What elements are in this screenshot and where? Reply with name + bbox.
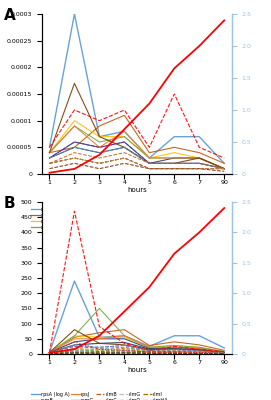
- Legend: rpsA (log A), rsmB, rsmC, rsmD, rsmE, rpsJ, rsmG, rsmH, rsmJ, rlmA, rlmB, rlmC, : rpsA (log A), rsmB, rsmC, rsmD, rsmE, rp…: [29, 205, 166, 232]
- Text: B: B: [4, 196, 16, 211]
- X-axis label: hours: hours: [127, 367, 147, 373]
- Text: A: A: [4, 8, 16, 22]
- X-axis label: hours: hours: [127, 187, 147, 193]
- Legend: rpsA (log A), rsmB, rsmC, rsmD, rsmE, rpsJ, rsmG, rsmH, rsmJ, rlmA, rlmB, rlmC, : rpsA (log A), rsmB, rsmC, rsmD, rsmE, rp…: [29, 390, 171, 400]
